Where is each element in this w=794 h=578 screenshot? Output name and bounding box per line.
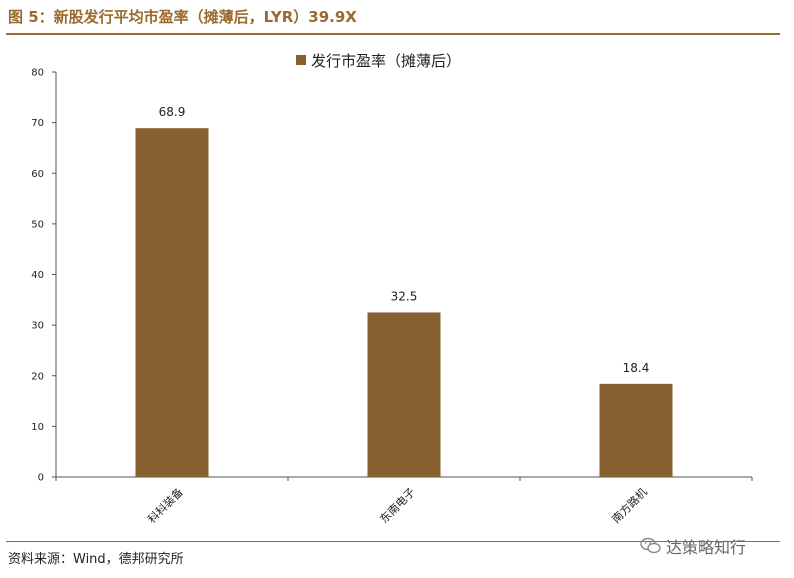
y-tick-label: 40 xyxy=(31,270,44,281)
y-tick-label: 10 xyxy=(31,422,44,433)
y-tick-label: 0 xyxy=(38,473,44,484)
bar xyxy=(135,128,209,477)
data-label: 68.9 xyxy=(159,105,186,119)
title-divider xyxy=(6,33,780,35)
y-tick-label: 70 xyxy=(31,118,44,129)
y-tick-label: 20 xyxy=(31,371,44,382)
legend-swatch xyxy=(296,55,306,65)
legend: 发行市盈率（摊薄后） xyxy=(296,52,461,70)
category-label: 科科装备 xyxy=(145,485,186,526)
figure-title: 图 5：新股发行平均市盈率（摊薄后，LYR）39.9X xyxy=(8,8,357,26)
bars xyxy=(135,128,673,477)
wechat-icon xyxy=(640,537,661,554)
data-label: 32.5 xyxy=(391,289,418,303)
data-label: 18.4 xyxy=(623,361,650,375)
legend-label: 发行市盈率（摊薄后） xyxy=(311,52,461,70)
bar xyxy=(367,312,441,477)
y-tick-label: 30 xyxy=(31,321,44,332)
category-label: 南方路机 xyxy=(609,485,650,526)
watermark: 达策略知行 xyxy=(640,534,746,558)
bar xyxy=(599,383,673,477)
watermark-text: 达策略知行 xyxy=(666,538,747,557)
y-tick-label: 50 xyxy=(31,219,44,230)
y-tick-label: 80 xyxy=(31,68,44,79)
footer-divider xyxy=(6,541,780,542)
y-tick-label: 60 xyxy=(31,169,44,180)
category-label: 东南电子 xyxy=(377,486,417,526)
source-note: 资料来源：Wind，德邦研究所 xyxy=(8,552,184,567)
